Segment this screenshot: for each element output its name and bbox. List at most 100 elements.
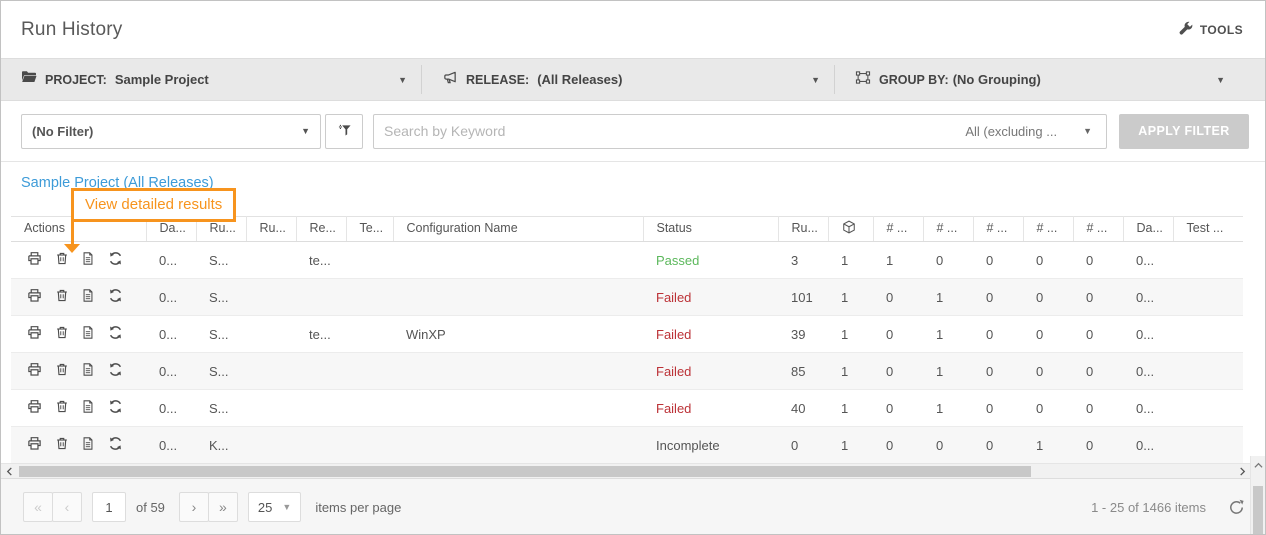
- table-row: 0... S... te... WinXP Failed 39 1 0 1 0 0 0 0...: [11, 315, 1243, 353]
- search-scope-dropdown[interactable]: All (excluding ... ▼: [955, 124, 1096, 139]
- rerun-icon[interactable]: [108, 288, 123, 306]
- col-header-test2[interactable]: Test ...: [1173, 216, 1243, 242]
- cell-runtype: [246, 241, 296, 279]
- col-header-release[interactable]: Re...: [296, 216, 347, 242]
- cell-c5: 0: [1073, 241, 1123, 279]
- cell-release: [296, 278, 346, 316]
- col-header-test[interactable]: Te...: [346, 216, 394, 242]
- print-icon[interactable]: [27, 362, 42, 380]
- cell-release: te...: [296, 315, 346, 353]
- cell-c1: 1: [873, 241, 923, 279]
- rerun-icon[interactable]: [108, 251, 123, 269]
- col-header-c5[interactable]: # ...: [1073, 216, 1124, 242]
- cell-test2: [1173, 278, 1243, 316]
- horizontal-scrollbar[interactable]: [1, 463, 1265, 478]
- cell-c1: 0: [873, 352, 923, 390]
- next-page-button[interactable]: ›: [178, 492, 209, 522]
- col-header-c3[interactable]: # ...: [973, 216, 1024, 242]
- delete-icon[interactable]: [55, 362, 69, 380]
- vertical-scroll-thumb[interactable]: [1253, 486, 1263, 534]
- cell-c4: 1: [1023, 426, 1073, 464]
- cell-runcount: 3: [778, 241, 828, 279]
- view-details-icon[interactable]: [81, 325, 95, 343]
- cell-test2: [1173, 389, 1243, 427]
- delete-icon[interactable]: [55, 325, 69, 343]
- project-dropdown[interactable]: PROJECT: Sample Project ▼: [1, 59, 421, 100]
- cell-c3: 0: [973, 315, 1023, 353]
- cell-c2: 0: [923, 241, 973, 279]
- groupby-dropdown[interactable]: GROUP BY: (No Grouping) ▼: [835, 59, 1265, 100]
- scroll-right-icon[interactable]: [1234, 464, 1250, 479]
- keyword-search-input[interactable]: [384, 123, 956, 139]
- page-size-dropdown[interactable]: 25 ▼: [247, 492, 302, 522]
- cell-c4: 0: [1023, 315, 1073, 353]
- col-header-runtype[interactable]: Ru...: [246, 216, 297, 242]
- cell-test: [346, 352, 393, 390]
- context-bar: PROJECT: Sample Project ▼ RELEASE: (All …: [1, 58, 1265, 101]
- saved-filter-dropdown[interactable]: (No Filter) ▼: [21, 113, 321, 149]
- apply-filter-button[interactable]: APPLY FILTER: [1119, 113, 1249, 149]
- page-number-input[interactable]: [92, 492, 126, 522]
- cell-config: [393, 278, 643, 316]
- rerun-icon[interactable]: [108, 399, 123, 417]
- release-dropdown[interactable]: RELEASE: (All Releases) ▼: [422, 59, 834, 100]
- rerun-icon[interactable]: [108, 436, 123, 454]
- delete-icon[interactable]: [55, 436, 69, 454]
- print-icon[interactable]: [27, 288, 42, 306]
- col-header-status[interactable]: Status: [643, 216, 779, 242]
- cell-config: [393, 389, 643, 427]
- delete-icon[interactable]: [55, 288, 69, 306]
- view-details-icon[interactable]: [81, 436, 95, 454]
- view-details-icon[interactable]: [81, 362, 95, 380]
- view-details-icon[interactable]: [81, 399, 95, 417]
- col-header-c4[interactable]: # ...: [1023, 216, 1074, 242]
- scroll-left-icon[interactable]: [1, 464, 17, 479]
- delete-icon[interactable]: [55, 399, 69, 417]
- refresh-icon[interactable]: [1228, 499, 1245, 516]
- print-icon[interactable]: [27, 399, 42, 417]
- cell-c5: 0: [1073, 352, 1123, 390]
- print-icon[interactable]: [27, 436, 42, 454]
- col-header-runcount[interactable]: Ru...: [778, 216, 829, 242]
- vertical-scrollbar[interactable]: [1250, 456, 1265, 534]
- header-row: Actions Da... Ru... Ru... Re... Te... Configur…: [11, 216, 1243, 242]
- cell-date: 0...: [146, 241, 196, 279]
- prev-page-button[interactable]: ‹: [52, 492, 82, 522]
- last-page-button[interactable]: »: [207, 492, 238, 522]
- add-filter-button[interactable]: [325, 113, 363, 149]
- col-header-config[interactable]: Configuration Name: [393, 216, 644, 242]
- print-icon[interactable]: [27, 325, 42, 343]
- cell-date: 0...: [146, 315, 196, 353]
- col-header-c1[interactable]: # ...: [873, 216, 924, 242]
- project-release-link[interactable]: Sample Project (All Releases): [21, 175, 214, 191]
- view-details-icon[interactable]: [81, 288, 95, 306]
- cell-runcount: 40: [778, 389, 828, 427]
- cell-runcount: 85: [778, 352, 828, 390]
- col-header-build[interactable]: [828, 216, 874, 242]
- cell-test2: [1173, 352, 1243, 390]
- first-page-button[interactable]: «: [23, 492, 53, 522]
- cell-date: 0...: [146, 426, 196, 464]
- horizontal-scroll-thumb[interactable]: [19, 466, 1031, 477]
- rerun-icon[interactable]: [108, 325, 123, 343]
- cell-release: [296, 426, 346, 464]
- table-row: 0... S... te... Passed 3 1 1 0 0 0 0 0...: [11, 241, 1243, 279]
- scroll-up-icon[interactable]: [1251, 458, 1265, 473]
- cell-date2: 0...: [1123, 241, 1173, 279]
- tools-button[interactable]: TOOLS: [1178, 21, 1243, 39]
- groupby-label: GROUP BY:: [879, 72, 949, 87]
- rerun-icon[interactable]: [108, 362, 123, 380]
- col-header-date2[interactable]: Da...: [1123, 216, 1174, 242]
- delete-icon[interactable]: [55, 251, 69, 269]
- search-scope-value: All (excluding ...: [965, 123, 1058, 139]
- cell-config: [393, 426, 643, 464]
- col-header-c2[interactable]: # ...: [923, 216, 974, 242]
- cell-c1: 0: [873, 389, 923, 427]
- search-box: All (excluding ... ▼: [373, 113, 1107, 149]
- cell-c5: 0: [1073, 278, 1123, 316]
- object-group-icon: [855, 70, 871, 90]
- view-details-icon[interactable]: [81, 251, 95, 269]
- cell-actions: [11, 278, 146, 316]
- cell-runcount: 0: [778, 426, 828, 464]
- print-icon[interactable]: [27, 251, 42, 269]
